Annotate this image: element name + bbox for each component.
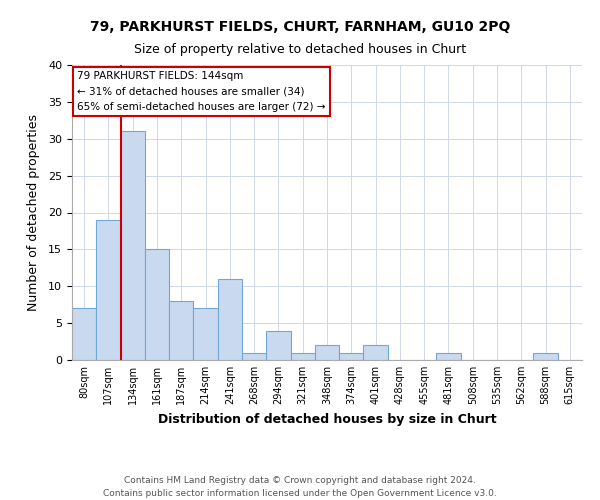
Text: Contains public sector information licensed under the Open Government Licence v3: Contains public sector information licen…: [103, 489, 497, 498]
X-axis label: Distribution of detached houses by size in Churt: Distribution of detached houses by size …: [158, 412, 496, 426]
Bar: [436, 352, 461, 360]
Bar: [290, 352, 315, 360]
Bar: [96, 220, 121, 360]
Bar: [364, 345, 388, 360]
Y-axis label: Number of detached properties: Number of detached properties: [27, 114, 40, 311]
Bar: [72, 308, 96, 360]
Bar: [266, 330, 290, 360]
Bar: [145, 250, 169, 360]
Bar: [242, 352, 266, 360]
Text: Contains HM Land Registry data © Crown copyright and database right 2024.: Contains HM Land Registry data © Crown c…: [124, 476, 476, 485]
Bar: [121, 132, 145, 360]
Bar: [169, 301, 193, 360]
Bar: [339, 352, 364, 360]
Bar: [315, 345, 339, 360]
Bar: [533, 352, 558, 360]
Text: Size of property relative to detached houses in Churt: Size of property relative to detached ho…: [134, 42, 466, 56]
Text: 79, PARKHURST FIELDS, CHURT, FARNHAM, GU10 2PQ: 79, PARKHURST FIELDS, CHURT, FARNHAM, GU…: [90, 20, 510, 34]
Bar: [218, 279, 242, 360]
Bar: [193, 308, 218, 360]
Text: 79 PARKHURST FIELDS: 144sqm
← 31% of detached houses are smaller (34)
65% of sem: 79 PARKHURST FIELDS: 144sqm ← 31% of det…: [77, 71, 326, 112]
